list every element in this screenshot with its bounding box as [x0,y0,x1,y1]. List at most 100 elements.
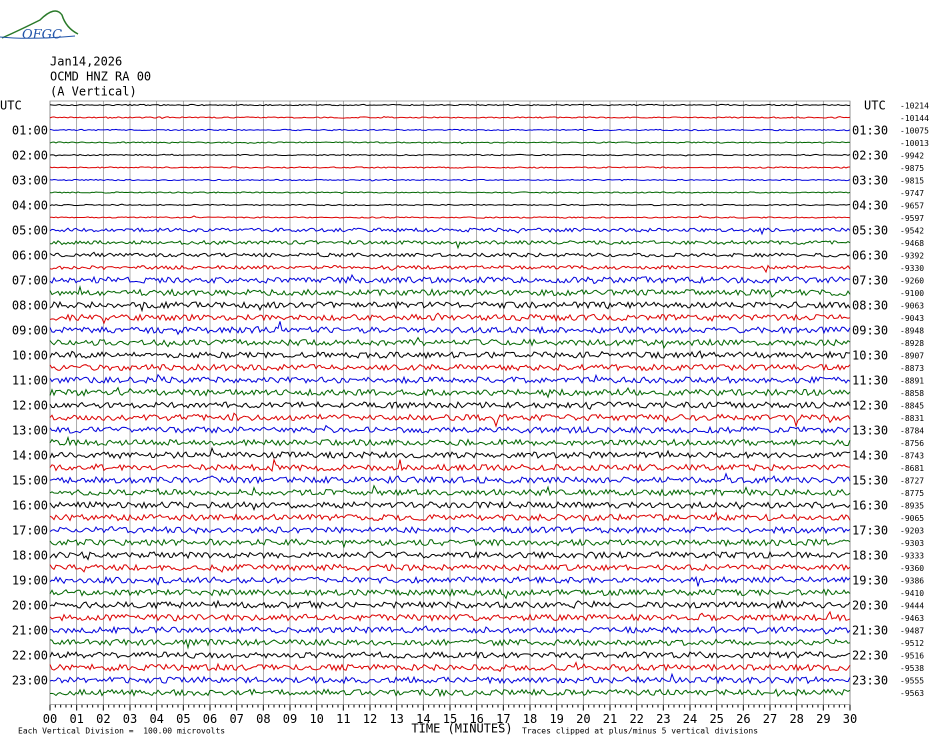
left-hour-label: 22:00 [12,649,48,663]
labels: 00 01 02 03 04 05 06 07 08 09 10 11 12 13 14 15 16 17 18 19… [12,102,929,727]
x-tick-label: 16 [469,712,483,726]
left-hour-label: 01:00 [12,124,48,138]
x-tick-label: 06 [203,712,217,726]
trace [49,153,851,157]
right-hour-label: 10:30 [852,349,888,363]
right-hour-label: 02:30 [852,149,888,163]
right-hour-label: 07:30 [852,274,888,288]
x-tick-label: 23 [656,712,670,726]
row-offset: -9468 [900,239,924,248]
left-hour-label: 20:00 [12,599,48,613]
x-tick-label: 05 [176,712,190,726]
trace [49,575,851,587]
trace [50,625,851,635]
row-offset: -9063 [900,302,924,311]
traces [49,103,851,698]
trace [49,141,851,145]
left-hour-label: 10:00 [12,349,48,363]
row-offset: -9747 [900,189,924,198]
row-offset: -9444 [900,602,924,611]
left-hour-label: 19:00 [12,574,48,588]
row-offset: -9657 [900,202,924,211]
row-offset: -9597 [900,214,924,223]
x-tick-label: 00 [43,712,57,726]
trace [49,251,851,258]
row-offset: -9203 [900,527,924,536]
row-offset: -9260 [900,277,924,286]
row-offset: -9512 [900,639,924,648]
left-hour-label: 16:00 [12,499,48,513]
x-tick-label: 29 [816,712,830,726]
row-offset: -8727 [900,477,924,486]
x-tick-label: 11 [336,712,350,726]
left-hour-label: 03:00 [12,174,48,188]
left-hour-label: 15:00 [12,474,48,488]
station: OCMD HNZ RA 00 [50,70,151,84]
trace [49,446,851,460]
row-offset: -10214 [900,102,929,111]
trace [49,457,851,472]
trace [49,525,851,535]
row-offset: -9487 [900,627,924,636]
row-offset: -8681 [900,464,924,473]
trace [49,227,851,236]
x-tick-label: 19 [549,712,563,726]
right-hour-label: 15:30 [852,474,888,488]
row-offset: -9410 [900,589,924,598]
right-hour-label: 11:30 [852,374,888,388]
row-offset: -9463 [900,614,924,623]
right-hour-label: 06:30 [852,249,888,263]
right-hour-label: 09:30 [852,324,888,338]
row-offset: -8775 [900,489,924,498]
trace [49,273,851,285]
trace [49,373,851,385]
right-hour-label: 14:30 [852,449,888,463]
row-offset: -8891 [900,377,924,386]
right-hour-label: 05:30 [852,224,888,238]
left-hour-label: 23:00 [12,674,48,688]
trace [50,215,851,219]
row-offset: -9942 [900,152,924,161]
row-offset: -9360 [900,564,924,573]
row-offset: -8743 [900,452,924,461]
x-tick-label: 30 [843,712,857,726]
row-offset: -9330 [900,264,924,273]
trace [49,103,851,107]
row-offset: -10013 [900,139,929,148]
plot-frame [49,100,851,705]
row-offset: -9563 [900,689,924,698]
right-hour-label: 04:30 [852,199,888,213]
row-offset: -9538 [900,664,924,673]
trace [49,363,851,372]
logo: OFGC [0,10,79,43]
right-hour-label: 22:30 [852,649,888,663]
trace [49,350,850,360]
trace [49,661,851,673]
trace [49,386,851,399]
right-hour-label: 08:30 [852,299,888,313]
x-axis-title: TIME (MINUTES) [411,722,512,736]
row-offset: -9555 [900,677,924,686]
trace [49,588,851,600]
row-offset: -10075 [900,127,929,136]
trace [49,550,851,561]
trace [49,424,851,434]
row-offset: -8858 [900,389,924,398]
x-tick-label: 13 [389,712,403,726]
right-hour-label: 17:30 [852,524,888,538]
trace [49,672,851,685]
trace [49,336,851,349]
row-offset: -9100 [900,289,924,298]
right-hour-label: 21:30 [852,624,888,638]
x-tick-label: 20 [576,712,590,726]
left-hour-label: 08:00 [12,299,48,313]
x-tick-label: 10 [309,712,323,726]
trace [49,472,851,485]
x-tick-label: 24 [683,712,697,726]
right-hour-label: 01:30 [852,124,888,138]
right-hour-label: 12:30 [852,399,888,413]
left-hour-label: 07:00 [12,274,48,288]
clip-note: Traces clipped at plus/minus 5 vertical … [522,727,758,736]
x-tick-label: 18 [523,712,537,726]
